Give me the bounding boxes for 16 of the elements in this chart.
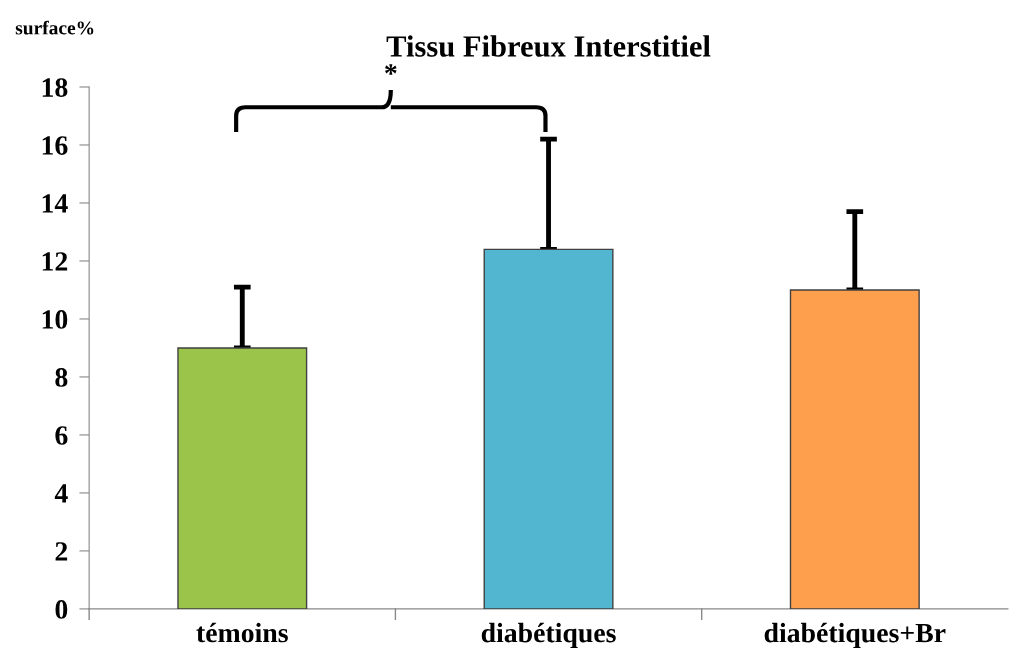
y-tick-label: 0 [55, 600, 68, 619]
y-tick-label: 2 [55, 542, 68, 561]
y-axis-title: surface% [15, 20, 94, 35]
y-tick-label: 10 [42, 310, 68, 329]
y-tick-label: 18 [42, 78, 68, 97]
text: * [385, 64, 397, 75]
y-tick-label: 16 [42, 136, 68, 155]
x-tick-label: diabétiques+Br [764, 622, 946, 649]
x-tick-label: témoins [196, 622, 288, 643]
y-tick-label: 14 [42, 194, 68, 213]
y-tick-label: 12 [42, 252, 68, 271]
y-tick-label: 8 [55, 368, 68, 387]
y-tick-label: 4 [54, 484, 68, 503]
y-tick-label: 6 [55, 426, 68, 445]
chart-title: Tissu Fibreux Interstitiel [386, 35, 711, 57]
x-tick-label: diabétiques [481, 622, 616, 649]
